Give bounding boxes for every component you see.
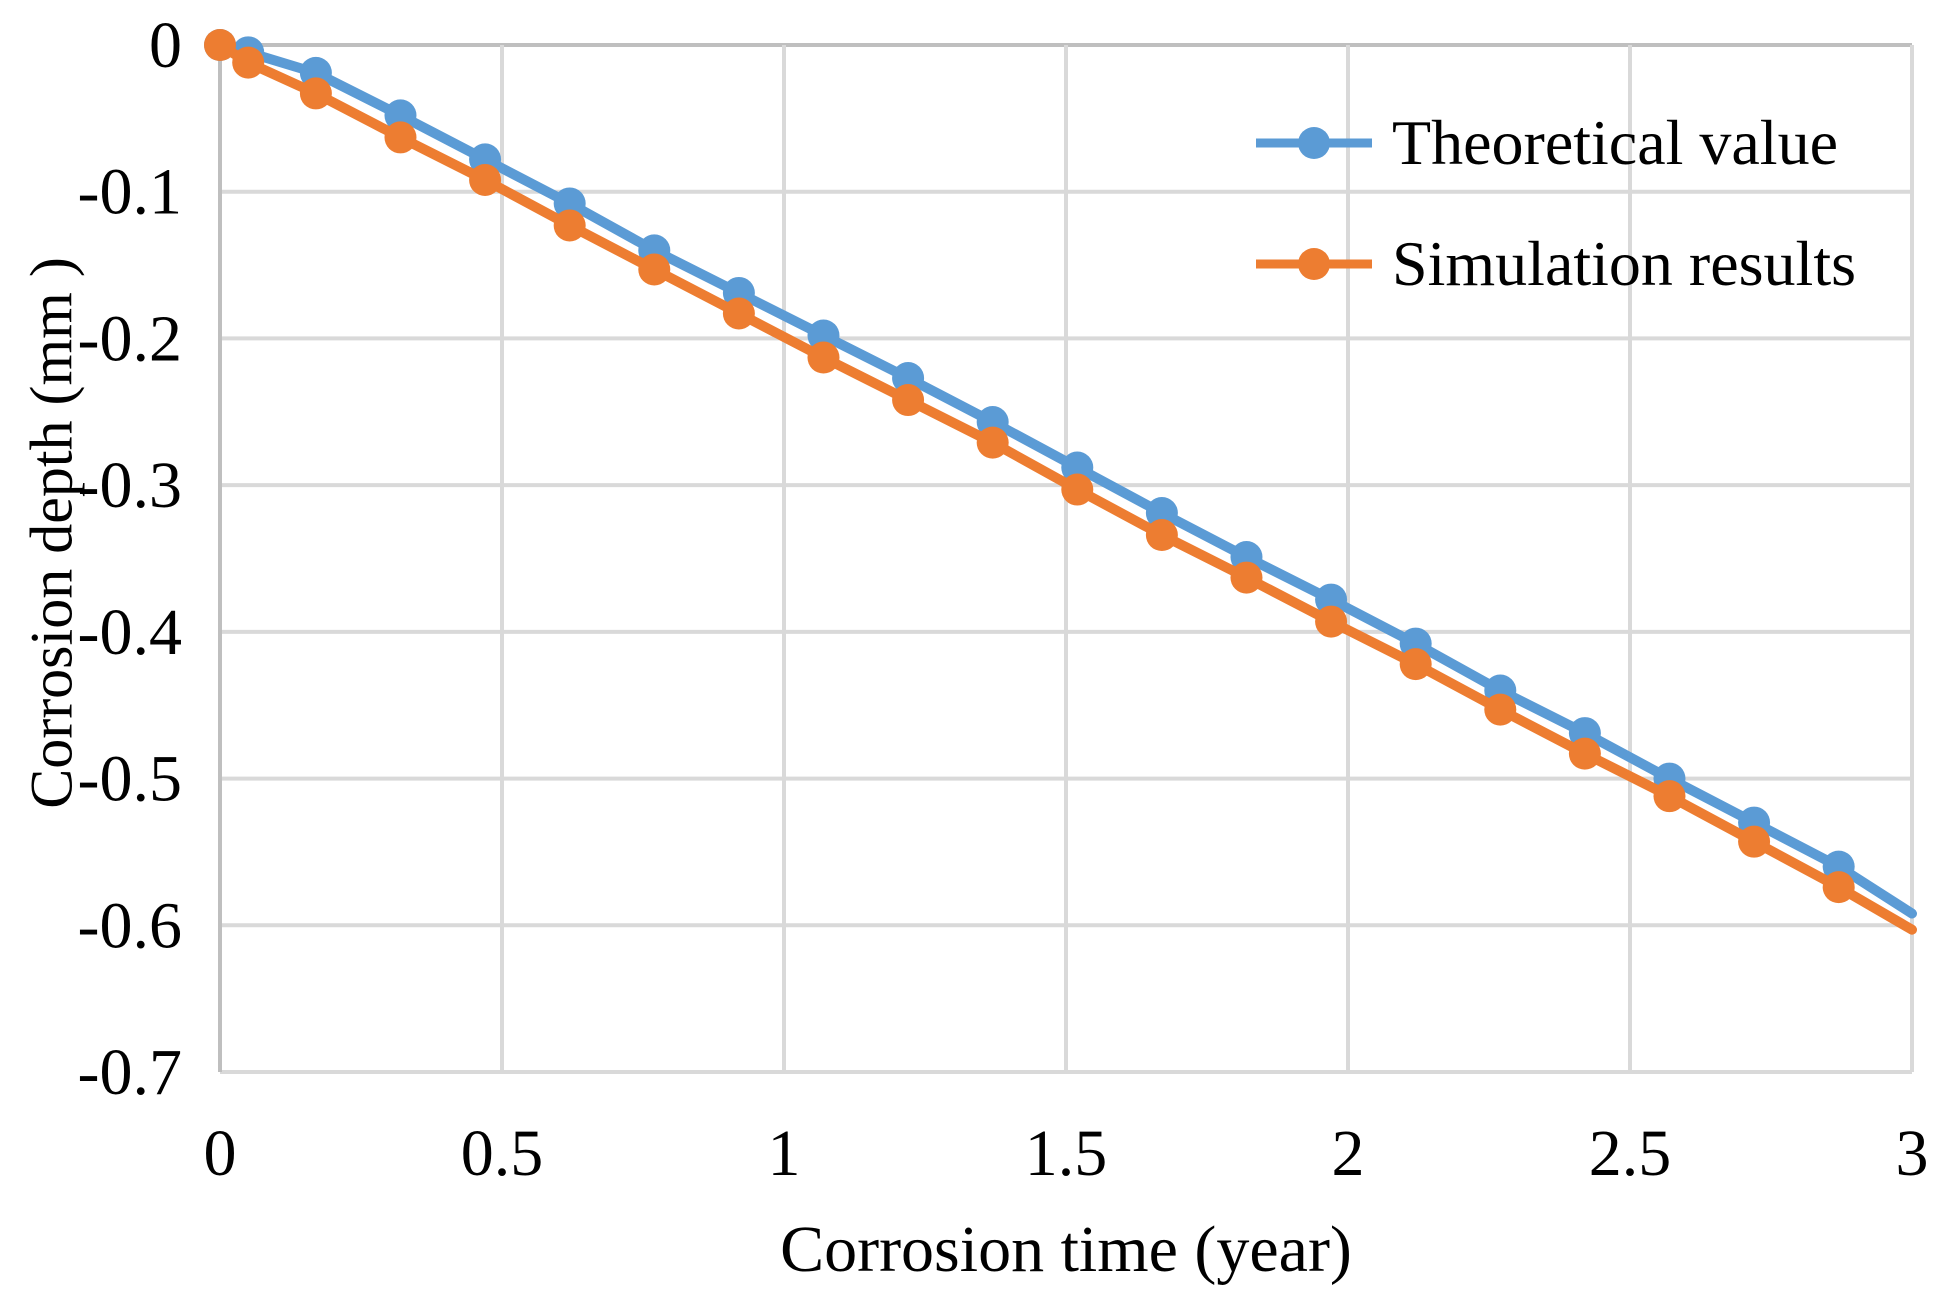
gridlines bbox=[218, 43, 1914, 1074]
data-point-marker bbox=[1738, 825, 1771, 858]
data-point-marker bbox=[1315, 605, 1348, 638]
simulation-legend-marker-icon bbox=[1256, 248, 1372, 280]
data-point-marker bbox=[1230, 561, 1263, 594]
data-point-marker bbox=[1653, 780, 1686, 813]
data-point-marker bbox=[976, 426, 1009, 459]
data-point-marker bbox=[232, 46, 265, 79]
x-tick-label: 0 bbox=[204, 1117, 237, 1190]
data-point-marker bbox=[807, 319, 840, 352]
data-point-marker bbox=[299, 77, 332, 110]
legend-item-simulation: Simulation results bbox=[1255, 229, 1856, 299]
y-tick-label: -0.2 bbox=[78, 302, 182, 375]
y-tick-label: -0.4 bbox=[78, 596, 182, 669]
data-point-marker bbox=[722, 297, 755, 330]
legend-label-theoretical: Theoretical value bbox=[1392, 107, 1838, 178]
data-point-marker bbox=[384, 121, 417, 154]
data-point-marker bbox=[553, 187, 586, 220]
data-point-marker bbox=[553, 209, 586, 242]
data-point-marker bbox=[469, 163, 502, 196]
x-tick-label: 0.5 bbox=[461, 1117, 544, 1190]
data-point-marker bbox=[1822, 871, 1855, 904]
data-point-marker bbox=[1399, 648, 1432, 681]
x-tick-label: 3 bbox=[1896, 1117, 1929, 1190]
data-point-marker bbox=[1145, 497, 1178, 530]
y-tick-label: -0.6 bbox=[78, 889, 182, 962]
data-point-marker bbox=[1484, 693, 1517, 726]
data-point-marker bbox=[892, 362, 925, 395]
theoretical-legend-marker-icon bbox=[1256, 127, 1372, 159]
x-tick-label: 1.5 bbox=[1025, 1117, 1108, 1190]
y-tick-label: -0.1 bbox=[78, 156, 182, 229]
legend-item-theoretical: Theoretical value bbox=[1255, 108, 1838, 178]
y-tick-label: 0 bbox=[149, 9, 182, 82]
data-point-marker bbox=[204, 29, 236, 61]
data-point-marker bbox=[384, 99, 417, 132]
data-point-marker bbox=[1315, 583, 1348, 616]
series-line bbox=[215, 40, 1917, 919]
y-tick-label: -0.7 bbox=[78, 1036, 182, 1109]
x-tick-label: 1 bbox=[768, 1117, 801, 1190]
data-point-marker bbox=[1568, 737, 1601, 770]
x-tick-label: 2 bbox=[1332, 1117, 1365, 1190]
tick-labels: 0 -0.1 -0.2 -0.3 -0.4 -0.5 -0.6 -0.7 0 0.5 1 1.5 2 2.… bbox=[78, 9, 1929, 1190]
simulation-series bbox=[204, 29, 1917, 935]
y-tick-label: -0.3 bbox=[78, 449, 182, 522]
data-point-marker bbox=[892, 384, 925, 417]
data-point-marker bbox=[1061, 473, 1094, 506]
y-axis-title: Corrosion depth (mm ) bbox=[18, 257, 85, 809]
series-line bbox=[215, 40, 1917, 935]
x-axis-title: Corrosion time (year) bbox=[780, 1213, 1352, 1286]
legend-label-simulation: Simulation results bbox=[1392, 228, 1856, 299]
y-tick-label: -0.5 bbox=[78, 743, 182, 816]
data-point-marker bbox=[1145, 519, 1178, 552]
data-point-marker bbox=[807, 341, 840, 374]
x-tick-label: 2.5 bbox=[1589, 1117, 1672, 1190]
data-point-marker bbox=[638, 253, 671, 286]
data-point-marker bbox=[1061, 451, 1094, 484]
